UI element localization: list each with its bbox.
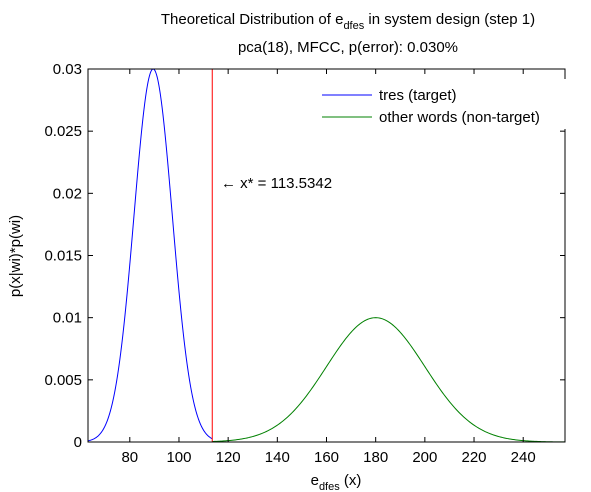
series-line-other-words (212, 317, 565, 443)
y-tick-label: 0.01 (53, 310, 82, 327)
chart-title: Theoretical Distribution of edfes in sys… (161, 11, 535, 32)
x-axis-label-suffix: (x) (340, 472, 362, 489)
legend: tres (target) other words (non-target) (312, 79, 586, 129)
x-tick-label: 100 (166, 449, 191, 466)
y-tick-label: 0.03 (53, 61, 82, 78)
x-tick-label: 200 (412, 449, 437, 466)
chart-title-prefix: Theoretical Distribution of e (161, 11, 344, 28)
legend-label-tres: tres (target) (379, 87, 457, 104)
x-axis-label-subscript: dfes (319, 481, 340, 492)
x-tick-label: 120 (216, 449, 241, 466)
series-line-tres (87, 68, 213, 442)
chart-subtitle: pca(18), MFCC, p(error): 0.030% (238, 39, 458, 56)
chart-title-subscript: dfes (343, 20, 364, 32)
chart-title-suffix: in system design (step 1) (364, 11, 535, 28)
y-tick-label: 0.02 (53, 185, 82, 202)
x-tick-label: 140 (265, 449, 290, 466)
x-axis-label: edfes (x) (311, 472, 362, 492)
threshold-annotation: ← x* = 113.5342 (221, 175, 332, 192)
legend-label-other-words: other words (non-target) (379, 109, 540, 126)
y-tick-label: 0 (74, 434, 82, 451)
x-tick-label: 240 (511, 449, 536, 466)
legend-box (312, 79, 586, 129)
y-ticks: 0 0.005 0.01 0.015 0.02 0.025 0.03 (44, 61, 565, 451)
x-tick-label: 160 (314, 449, 339, 466)
y-tick-label: 0.025 (44, 123, 82, 140)
y-tick-label: 0.005 (44, 372, 82, 389)
x-axis-label-base: e (311, 472, 319, 489)
x-tick-label: 220 (462, 449, 487, 466)
series-layer (87, 68, 565, 443)
x-ticks: 80 100 120 140 160 180 200 220 240 (121, 69, 536, 466)
y-axis-label: p(x|wi)*p(wi) (7, 215, 24, 297)
x-tick-label: 180 (363, 449, 388, 466)
x-tick-label: 80 (121, 449, 138, 466)
y-tick-label: 0.015 (44, 248, 82, 265)
